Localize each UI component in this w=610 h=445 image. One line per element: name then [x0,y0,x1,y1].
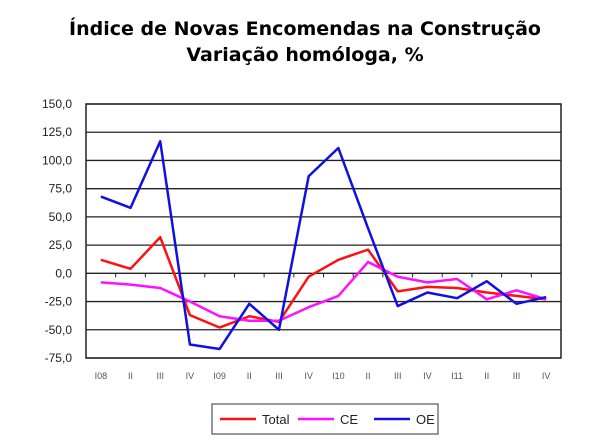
y-tick-label: 25,0 [49,238,73,252]
x-tick-label: IV [304,371,313,381]
y-tick-label: -50,0 [45,323,73,337]
y-tick-label: 50,0 [49,210,73,224]
legend-label-oe: OE [416,412,435,427]
y-tick-label: -25,0 [45,295,73,309]
y-tick-label: 150,0 [42,97,72,111]
series-line-total [100,235,547,329]
x-tick-label: IV [186,371,195,381]
x-tick-label: I11 [451,371,463,381]
x-tick-label: IV [542,371,551,381]
legend-label-total: Total [262,412,290,427]
plot-frame [85,103,562,359]
chart-subtitle: Variação homóloga, % [186,44,424,66]
legend-label-ce: CE [340,412,358,427]
x-tick-label: I10 [332,371,345,381]
x-tick-label: III [513,371,521,381]
x-tick-label: II [128,371,133,381]
y-tick-label: 100,0 [42,153,72,167]
chart-title: Índice de Novas Encomendas na Construção [69,18,541,40]
x-tick-label: III [275,371,283,381]
x-tick-label: I09 [213,371,226,381]
series-line-oe [100,140,547,351]
x-tick-label: II [366,371,371,381]
x-tick-label: III [394,371,402,381]
y-tick-label: 125,0 [42,125,72,139]
y-tick-label: 75,0 [49,182,73,196]
y-tick-label: 0,0 [55,266,72,280]
x-tick-label: II [247,371,252,381]
x-tick-label: IV [423,371,432,381]
x-tick-label: III [156,371,164,381]
x-tick-label: II [484,371,489,381]
x-tick-label: I08 [95,371,108,381]
y-tick-label: -75,0 [45,351,73,365]
